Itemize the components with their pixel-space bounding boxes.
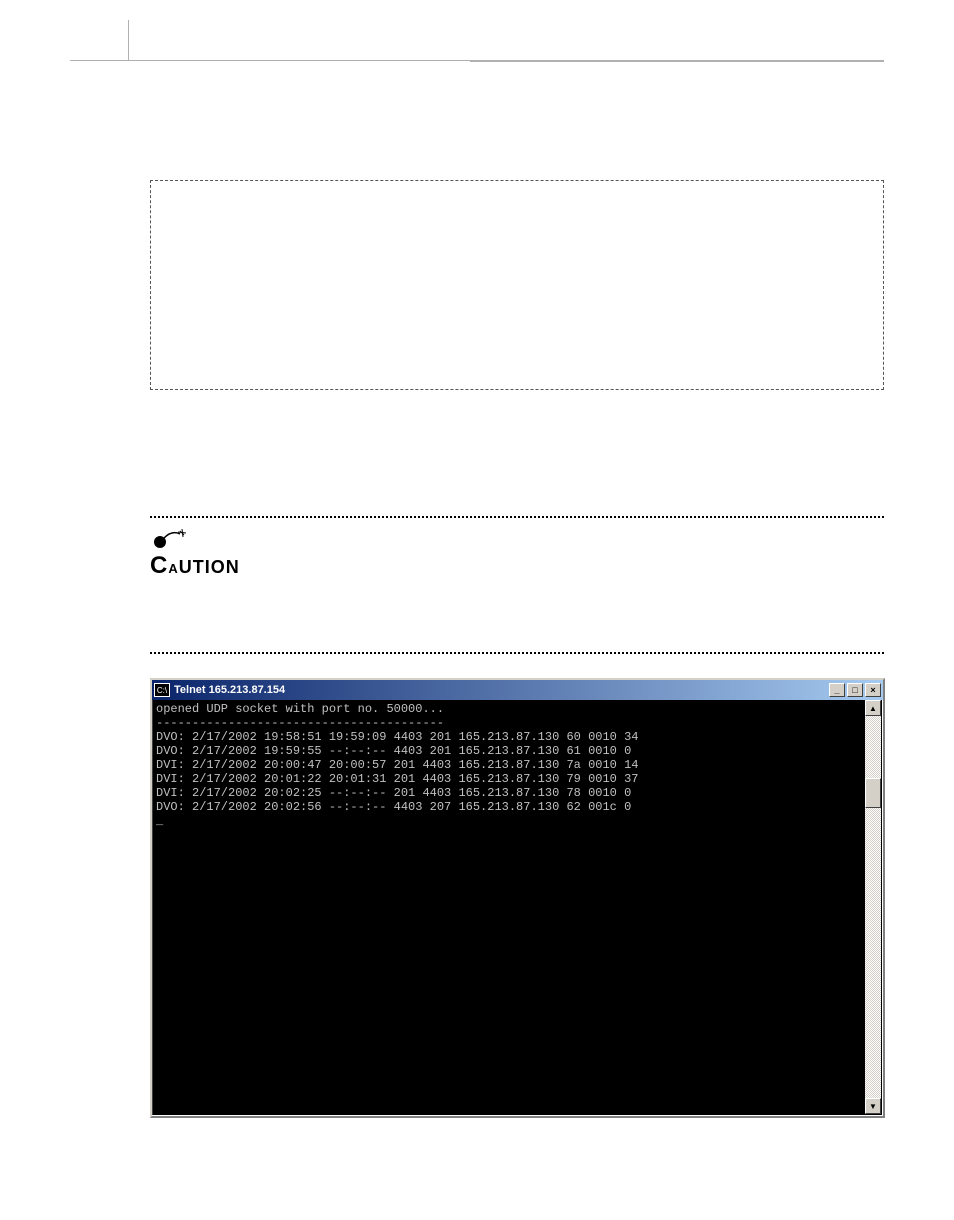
scroll-thumb[interactable]	[865, 778, 881, 808]
terminal-output: opened UDP socket with port no. 50000...…	[154, 700, 865, 1114]
caution-block	[150, 516, 884, 654]
maximize-button[interactable]: □	[847, 683, 863, 697]
scroll-up-button[interactable]: ▲	[865, 700, 881, 716]
scroll-track[interactable]	[865, 716, 881, 1098]
titlebar[interactable]: C:\ Telnet 165.213.87.154 _ □ ×	[152, 680, 883, 700]
minimize-button[interactable]: _	[829, 683, 845, 697]
close-button[interactable]: ×	[865, 683, 881, 697]
header-divider	[128, 20, 129, 60]
fuse-icon	[150, 528, 218, 552]
telnet-window: C:\ Telnet 165.213.87.154 _ □ × opened U…	[150, 678, 885, 1118]
caution-label: CAUTION	[150, 552, 218, 580]
scrollbar[interactable]: ▲ ▼	[865, 700, 881, 1114]
scroll-down-button[interactable]: ▼	[865, 1098, 881, 1114]
cmd-icon: C:\	[154, 683, 170, 697]
page: CAUTION C:\ Telnet 165.213.87.154 _ □ × …	[0, 0, 954, 1220]
caution-icon: CAUTION	[150, 528, 218, 580]
instruction-box	[150, 180, 884, 390]
window-buttons: _ □ ×	[829, 683, 881, 697]
window-title: Telnet 165.213.87.154	[174, 684, 829, 696]
header-rule-right	[470, 61, 884, 62]
